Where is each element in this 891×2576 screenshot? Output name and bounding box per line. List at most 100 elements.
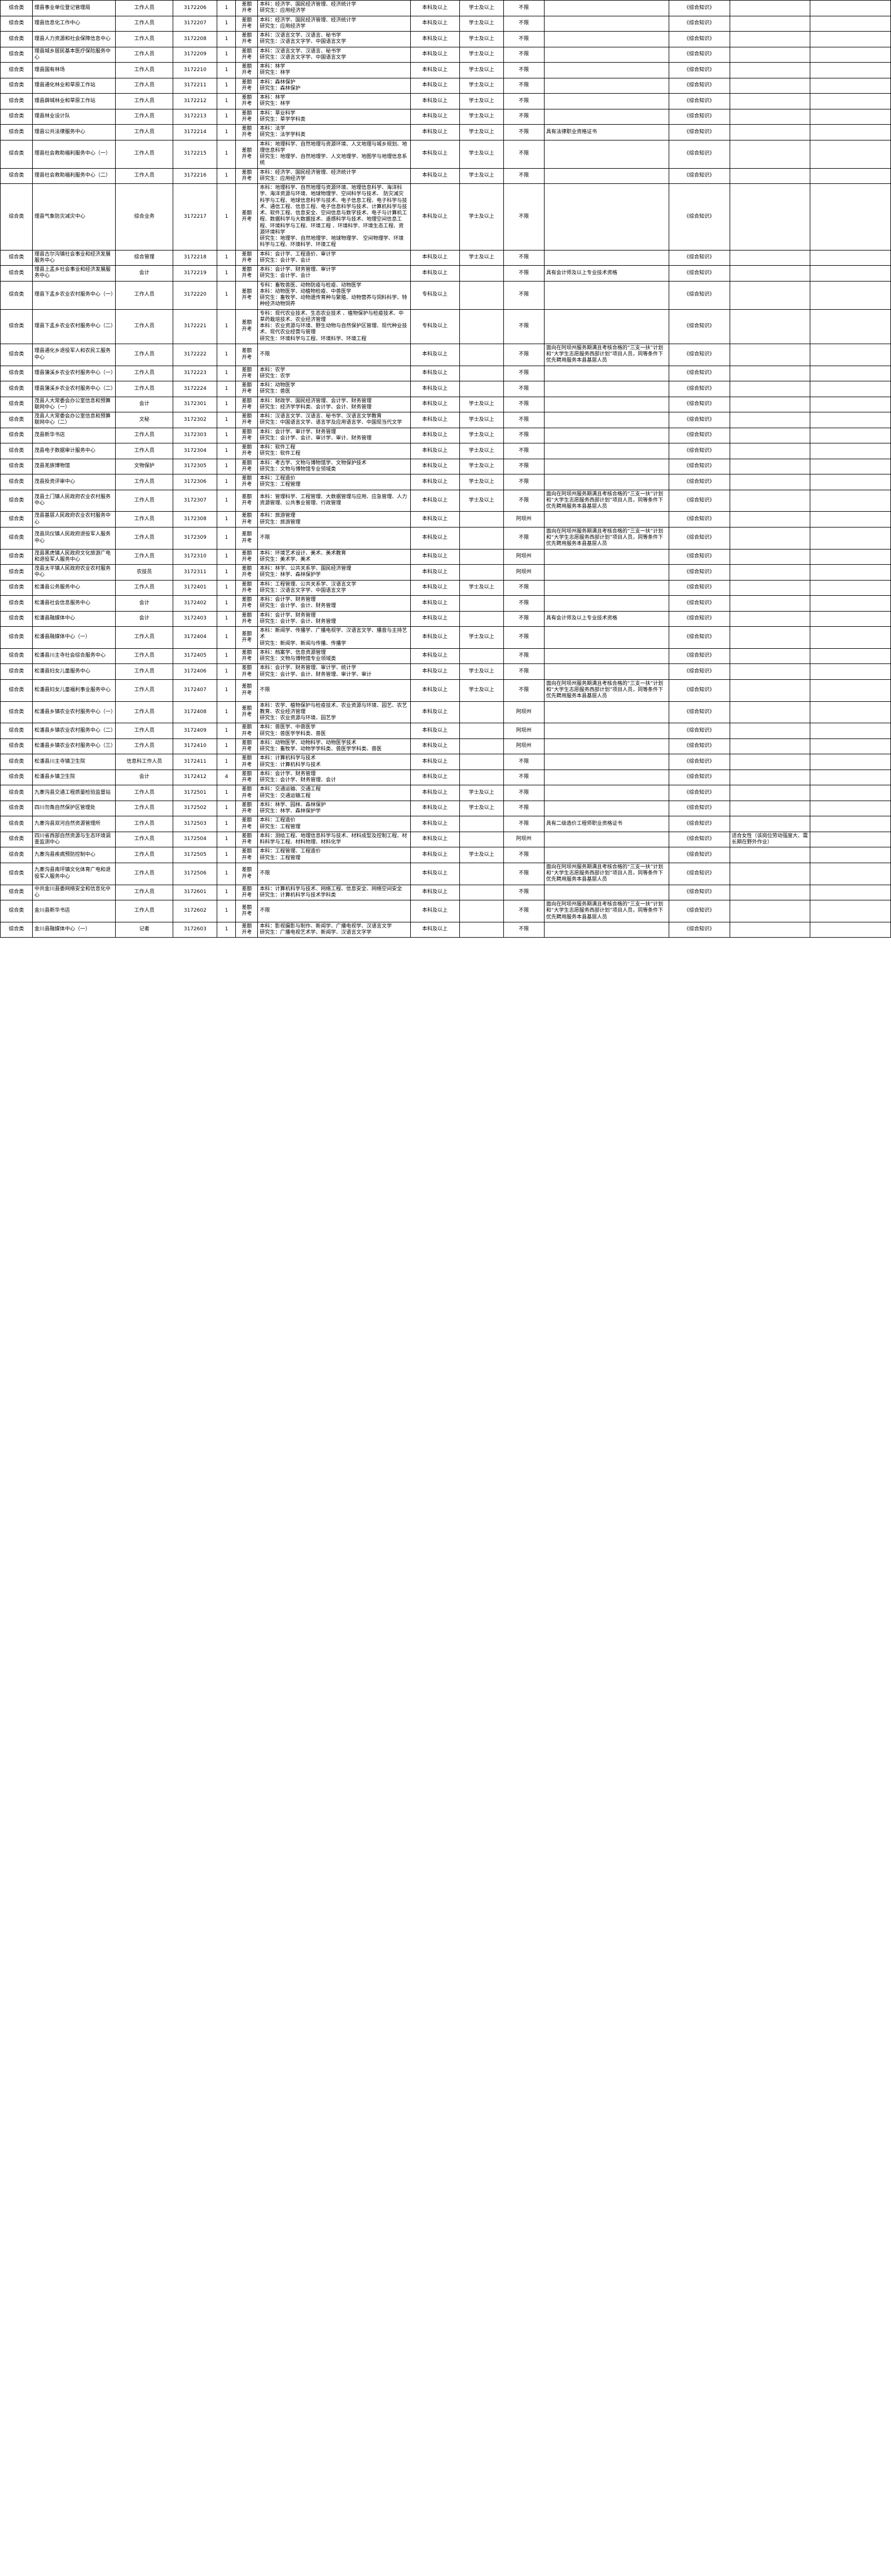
cell-category: 综合类 [0, 816, 33, 832]
cell-exam-subject: 《综合知识》 [668, 381, 730, 397]
cell-education: 本科及以上 [410, 77, 460, 94]
cell-other-conditions [543, 701, 669, 724]
cell-category: 综合类 [0, 381, 33, 397]
cell-remark-1 [729, 595, 811, 612]
cell-education: 本科及以上 [410, 548, 460, 565]
cell-degree: 学士及以上 [459, 93, 504, 109]
cell-exam-subject: 《综合知识》 [668, 831, 730, 848]
cell-degree [459, 769, 504, 786]
table-row: 综合类 理县薛城林业和草原工作站 工作人员 3172212 1 差额 开考 本科：林学 研究生：… [0, 93, 891, 109]
cell-category: 综合类 [0, 800, 33, 817]
table-row: 综合类 松潘县乡镇卫生院 会计 3172412 4 差额 开考 本科：会计学、财务管理 研究生：… [0, 769, 891, 786]
cell-funding: 差额 开考 [235, 754, 258, 770]
cell-remark-1 [729, 343, 811, 366]
cell-category: 综合类 [0, 595, 33, 612]
cell-category: 综合类 [0, 723, 33, 739]
cell-unit: 松潘县融媒体中心（一） [32, 626, 116, 649]
cell-count: 1 [217, 511, 236, 527]
cell-code: 3172217 [173, 183, 218, 250]
cell-post: 会计 [115, 265, 174, 282]
cell-other-conditions [543, 564, 669, 581]
cell-household: 不限 [503, 0, 545, 16]
cell-funding: 差额 开考 [235, 610, 258, 627]
table-row: 综合类 中共金川县委网络安全和信息化中心 工作人员 3172601 1 差额 开考 本科：计算… [0, 884, 891, 900]
cell-remark-2 [810, 738, 891, 755]
cell-category: 综合类 [0, 183, 33, 250]
cell-post: 工作人员 [115, 679, 174, 702]
cell-degree: 学士及以上 [459, 77, 504, 94]
cell-household: 不限 [503, 663, 545, 680]
cell-unit: 理县林业设计队 [32, 108, 116, 125]
cell-major: 本科：工程造价 研究生：工程管理 [257, 474, 411, 490]
cell-major: 本科：会计学、财务管理 研究生：会计学、财务管理、会计 [257, 769, 411, 786]
cell-funding: 差额 开考 [235, 511, 258, 527]
cell-degree [459, 309, 504, 344]
cell-code: 3172603 [173, 921, 218, 938]
cell-degree: 学士及以上 [459, 663, 504, 680]
cell-remark-2 [810, 831, 891, 848]
cell-count: 1 [217, 548, 236, 565]
cell-education: 本科及以上 [410, 168, 460, 184]
cell-major: 本科：工程造价 研究生：工程管理 [257, 816, 411, 832]
cell-funding: 差额 开考 [235, 381, 258, 397]
cell-funding: 差额 开考 [235, 139, 258, 169]
cell-major: 不限 [257, 526, 411, 550]
cell-category: 综合类 [0, 847, 33, 863]
cell-degree [459, 754, 504, 770]
cell-funding: 差额 开考 [235, 427, 258, 443]
cell-count: 1 [217, 0, 236, 16]
cell-remark-2 [810, 0, 891, 16]
cell-major: 不限 [257, 679, 411, 702]
cell-count: 1 [217, 309, 236, 344]
table-row: 综合类 松潘县融媒体中心 会计 3172403 1 差额 开考 本科：会计学、财务管理 研究生：… [0, 610, 891, 627]
cell-funding: 差额 开考 [235, 0, 258, 16]
table-row: 综合类 理县国有林场 工作人员 3172210 1 差额 开考 本科：林学 研究生：林学 本科及以… [0, 62, 891, 78]
cell-other-conditions [543, 663, 669, 680]
cell-exam-subject: 《综合知识》 [668, 800, 730, 817]
cell-degree: 学士及以上 [459, 168, 504, 184]
cell-household: 不限 [503, 769, 545, 786]
table-row: 综合类 茂县土门镇人民政府农业农村服务中心 工作人员 3172307 1 差额 开考 本科：管… [0, 489, 891, 512]
cell-code: 3172213 [173, 108, 218, 125]
cell-major: 本科：测绘工程、地理信息科学与技术、材料成型及控制工程、材料科学与工程、材料物理… [257, 831, 411, 848]
cell-unit: 茂县人大常委会办公室信息和预算联网中心（二） [32, 412, 116, 428]
cell-education: 本科及以上 [410, 900, 460, 922]
cell-count: 4 [217, 769, 236, 786]
cell-code: 3172401 [173, 579, 218, 596]
cell-funding: 差额 开考 [235, 343, 258, 366]
cell-other-conditions [543, 31, 669, 47]
cell-remark-1 [729, 139, 811, 169]
cell-education: 本科及以上 [410, 579, 460, 596]
cell-remark-2 [810, 412, 891, 428]
cell-count: 1 [217, 46, 236, 63]
cell-unit: 理县蒲溪乡农业农村服务中心（一） [32, 365, 116, 381]
cell-remark-1 [729, 309, 811, 344]
cell-remark-2 [810, 46, 891, 63]
cell-household: 不限 [503, 108, 545, 125]
cell-funding: 差额 开考 [235, 108, 258, 125]
cell-category: 综合类 [0, 474, 33, 490]
table-row: 综合类 茂县基层人民政府农业农村服务中心 工作人员 3172308 1 差额 开考 本科：旅游… [0, 511, 891, 527]
cell-remark-2 [810, 443, 891, 459]
cell-major: 本科：会计学、财务管理、审计学 研究生：会计学、会计 [257, 265, 411, 282]
cell-code: 3172223 [173, 365, 218, 381]
cell-funding: 差额 开考 [235, 15, 258, 32]
cell-education: 本科及以上 [410, 884, 460, 900]
cell-remark-1 [729, 738, 811, 755]
table-row: 综合类 九寨沟县疾病预防控制中心 工作人员 3172505 1 差额 开考 本科：工程管理、工… [0, 847, 891, 863]
cell-remark-1 [729, 412, 811, 428]
cell-count: 1 [217, 168, 236, 184]
cell-major: 本科：软件工程 研究生：软件工程 [257, 443, 411, 459]
cell-education: 本科及以上 [410, 511, 460, 527]
cell-post: 工作人员 [115, 108, 174, 125]
cell-exam-subject: 《综合知识》 [668, 595, 730, 612]
cell-post: 工作人员 [115, 800, 174, 817]
cell-household: 不限 [503, 754, 545, 770]
cell-other-conditions [543, 458, 669, 474]
cell-major: 本科：农学、植物保护与检疫技术、农业资源与环境、园艺、农艺教育、农业经济管理 研究… [257, 701, 411, 724]
cell-count: 1 [217, 663, 236, 680]
cell-major: 本科：动物医学、动物科学、动物医学技术 研究生：畜牧学、动物学学科类、兽医学学科类… [257, 738, 411, 755]
cell-funding: 差额 开考 [235, 564, 258, 581]
cell-other-conditions: 面向在阿坝州服务期满且考核合格的“三支一扶”计划和“大学生志愿服务西部计划”项目… [543, 900, 669, 922]
cell-unit: 四川勿角自然保护区管理处 [32, 800, 116, 817]
